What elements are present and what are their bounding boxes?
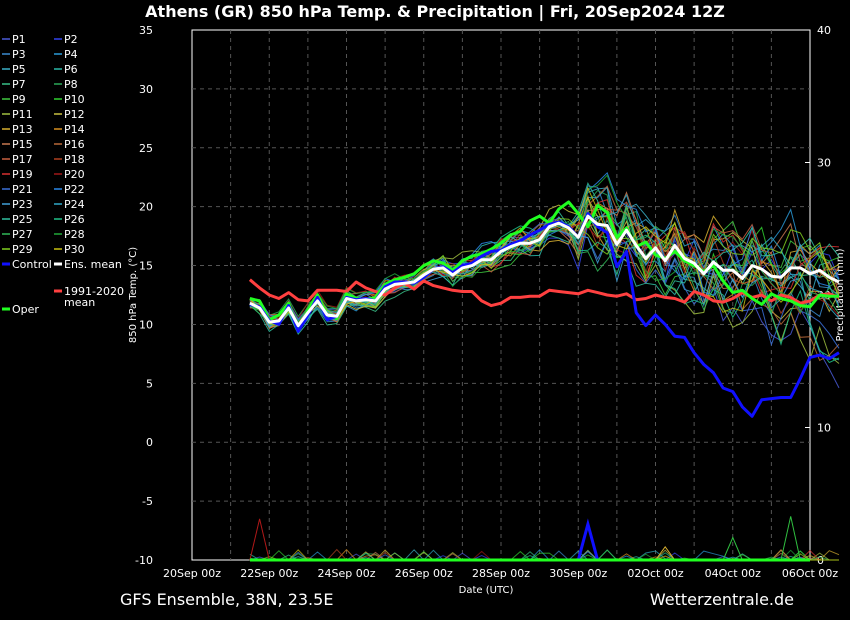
legend-label: P18: [64, 153, 85, 166]
legend-label: P25: [12, 213, 33, 226]
x-tick-label: 04Oct 00z: [705, 567, 762, 580]
x-tick-label: 26Sep 00z: [395, 567, 453, 580]
legend-label: P29: [12, 243, 33, 256]
legend-label: P6: [64, 63, 78, 76]
x-tick-label: 22Sep 00z: [240, 567, 298, 580]
y-tick-label: 30: [139, 83, 153, 96]
precip-peak: [655, 545, 676, 561]
main-series: [248, 200, 840, 418]
footer-site: Wetterzentrale.de: [650, 590, 794, 609]
x-tick-label: 30Sep 00z: [549, 567, 607, 580]
precip-peak: [249, 518, 270, 561]
y-tick-label: 25: [139, 142, 153, 155]
legend-label: P3: [12, 48, 26, 61]
legend-label: P24: [64, 198, 85, 211]
series-line-1991-2020-mean: [248, 278, 840, 308]
series-line-oper: [249, 200, 839, 333]
legend-label: P12: [64, 108, 85, 121]
legend-label: P19: [12, 168, 33, 181]
legend-label: P22: [64, 183, 85, 196]
legend-label: 1991-2020: [64, 285, 124, 298]
legend-label: Oper: [12, 303, 39, 316]
y-tick-label: 35: [139, 24, 153, 37]
y2-tick-label: 10: [817, 422, 831, 435]
y2-axis-label: Precipitation (mm): [835, 248, 846, 341]
legend-label: Ens. mean: [64, 258, 122, 271]
y-tick-label: -5: [142, 495, 153, 508]
footer-model: GFS Ensemble, 38N, 23.5E: [120, 590, 333, 609]
legend-label: P5: [12, 63, 26, 76]
y2-tick-label: 40: [817, 24, 831, 37]
y2-tick-label: 30: [817, 157, 831, 170]
precip-peak: [722, 536, 743, 561]
y-tick-label: 0: [146, 436, 153, 449]
y-tick-label: 20: [139, 201, 153, 214]
legend-label: P28: [64, 228, 85, 241]
precipitation-lines: [249, 516, 840, 562]
y-axis-ticks: 35 30 25 20 15 10 5 0 -5 -10: [135, 24, 153, 567]
x-axis-label: Date (UTC): [459, 585, 514, 596]
legend-label: P16: [64, 138, 85, 151]
legend-label: P26: [64, 213, 85, 226]
x-tick-label: 28Sep 00z: [472, 567, 530, 580]
x-axis-ticks: 20Sep 00z 22Sep 00z 24Sep 00z 26Sep 00z 28Se…: [163, 567, 838, 580]
legend-label: P14: [64, 123, 85, 136]
x-tick-label: 20Sep 00z: [163, 567, 221, 580]
x-tick-label: 02Oct 00z: [627, 567, 684, 580]
legend-label: P27: [12, 228, 33, 241]
x-tick-label: 06Oct 00z: [782, 567, 839, 580]
legend-label: P2: [64, 33, 78, 46]
member-line-p25: [249, 181, 840, 336]
precip-peak: [576, 518, 600, 561]
legend-label: P4: [64, 48, 78, 61]
y-tick-label: -10: [135, 554, 153, 567]
legend-label: P1: [12, 33, 26, 46]
legend-label: Control: [12, 258, 52, 271]
legend-label: P8: [64, 78, 78, 91]
legend-label: P30: [64, 243, 85, 256]
legend: P1 P2 P3 P4 P5 P6 P7 P8 P9 P10 P11 P12 P13 P14 P15 P16 P…: [2, 33, 124, 316]
legend-label: P20: [64, 168, 85, 181]
legend-label: P11: [12, 108, 33, 121]
legend-label: P23: [12, 198, 33, 211]
x-tick-label: 24Sep 00z: [318, 567, 376, 580]
y-tick-label: 5: [146, 377, 153, 390]
legend-label: P9: [12, 93, 26, 106]
legend-label: P15: [12, 138, 33, 151]
legend-label: P10: [64, 93, 85, 106]
y-tick-label: 10: [139, 318, 153, 331]
precip-peak: [780, 516, 801, 561]
legend-label: P13: [12, 123, 33, 136]
legend-label: P21: [12, 183, 33, 196]
legend-label: P7: [12, 78, 26, 91]
legend-label: mean: [64, 296, 95, 309]
y-tick-label: 15: [139, 260, 153, 273]
y-axis-label: 850 hPa Temp. (°C): [128, 247, 139, 343]
legend-label: P17: [12, 153, 33, 166]
series-line-ens-mean: [249, 214, 840, 328]
chart-title: Athens (GR) 850 hPa Temp. & Precipitatio…: [145, 2, 725, 22]
